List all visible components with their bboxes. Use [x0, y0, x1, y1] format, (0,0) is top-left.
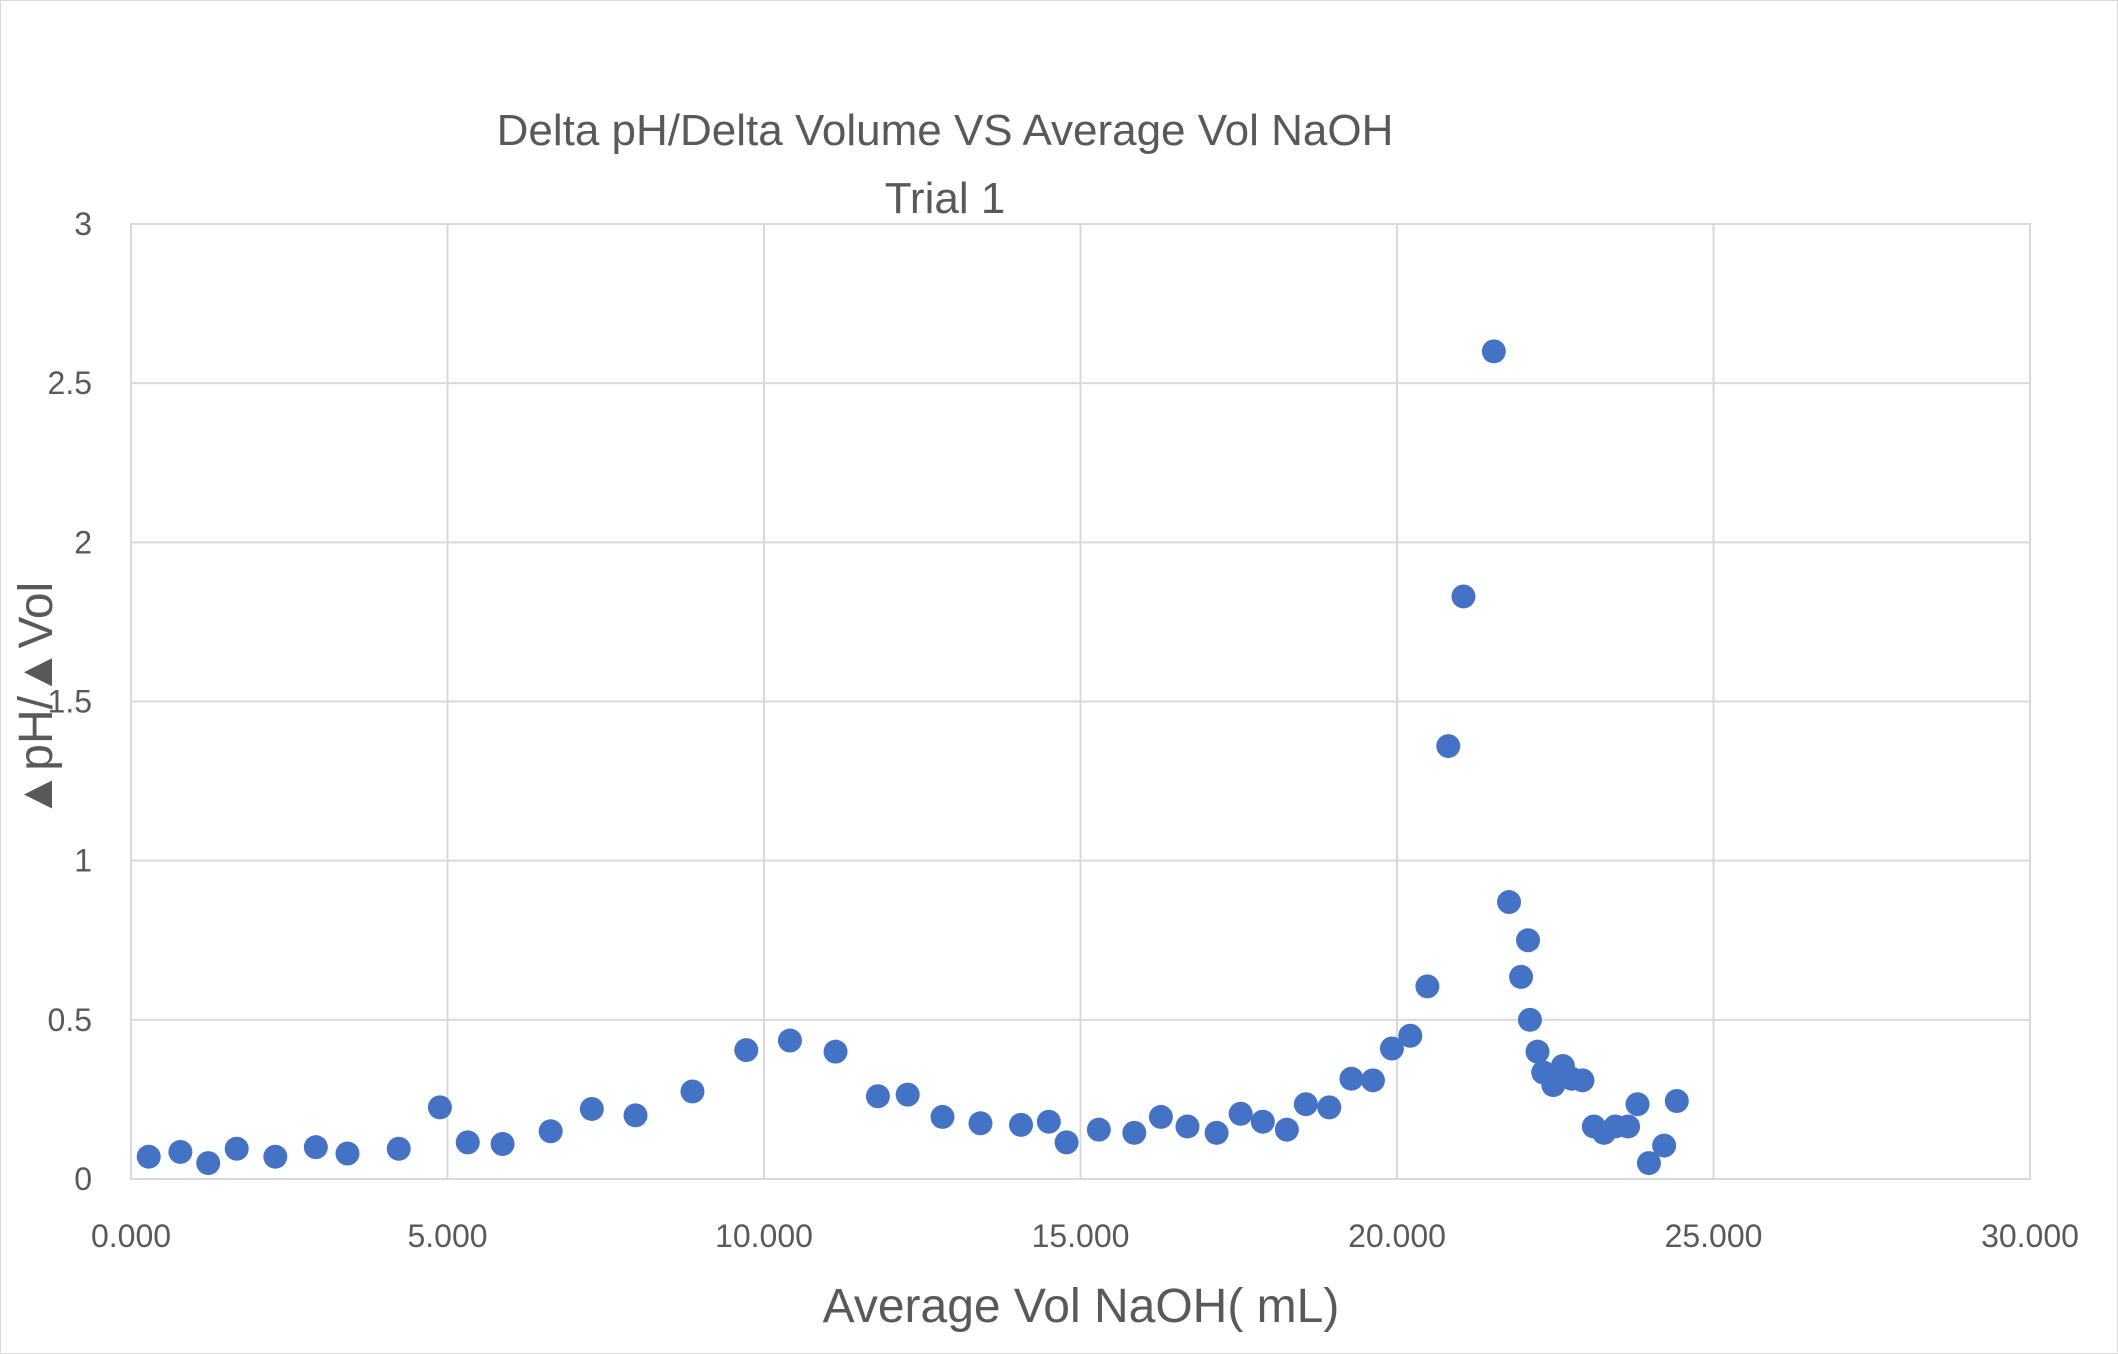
data-point: [427, 1095, 452, 1120]
y-tick-label: 0: [74, 1161, 92, 1197]
data-point: [168, 1139, 193, 1164]
data-point: [623, 1103, 648, 1128]
data-point: [303, 1135, 328, 1160]
data-point: [1036, 1109, 1061, 1134]
x-axis-label: Average Vol NaOH( mL): [823, 1280, 1340, 1333]
data-point: [1008, 1112, 1033, 1137]
data-point: [263, 1144, 288, 1169]
data-point: [1516, 928, 1541, 953]
data-point: [1517, 1007, 1542, 1032]
data-point: [538, 1119, 563, 1144]
data-point: [1054, 1130, 1079, 1155]
data-point: [224, 1136, 249, 1161]
data-point: [1274, 1117, 1299, 1142]
data-point: [1541, 1073, 1566, 1098]
x-axis-tick-labels: 0.000 5.000 10.000 15.000 20.000 25.000 30.000: [91, 1218, 2079, 1254]
chart-title: Delta pH/Delta Volume VS Average Vol NaO…: [497, 106, 1394, 155]
x-tick-label: 25.000: [1665, 1218, 1763, 1254]
data-point: [1204, 1120, 1229, 1145]
data-point: [1525, 1039, 1550, 1064]
data-point: [1228, 1101, 1253, 1126]
y-tick-label: 0.5: [48, 1002, 92, 1038]
data-point: [1398, 1023, 1423, 1048]
data-point: [490, 1131, 515, 1156]
data-point: [455, 1130, 480, 1155]
data-point: [1664, 1089, 1689, 1114]
gridlines: [130, 223, 2031, 1180]
data-point: [895, 1082, 920, 1107]
data-point: [1625, 1092, 1650, 1117]
data-point: [1636, 1151, 1661, 1176]
data-point: [1293, 1092, 1318, 1117]
x-tick-label: 5.000: [407, 1218, 487, 1254]
y-tick-label: 3: [74, 206, 92, 242]
data-point: [196, 1151, 221, 1176]
data-point: [1497, 890, 1522, 915]
chart-subtitle: Trial 1: [885, 174, 1006, 223]
data-point: [335, 1141, 360, 1166]
y-tick-label: 1: [74, 843, 92, 879]
data-point: [1652, 1133, 1677, 1158]
data-point: [1122, 1120, 1147, 1145]
data-point: [734, 1038, 759, 1063]
data-points: [136, 339, 1689, 1176]
data-point: [1086, 1117, 1111, 1142]
data-point: [865, 1084, 890, 1109]
data-point: [386, 1136, 411, 1161]
data-point: [680, 1079, 705, 1104]
data-point: [1481, 339, 1506, 364]
y-tick-label: 2: [74, 524, 92, 560]
y-tick-label: 2.5: [48, 365, 92, 401]
data-point: [777, 1028, 802, 1053]
data-point: [1148, 1104, 1173, 1129]
data-point: [1509, 964, 1534, 989]
data-point: [1317, 1095, 1342, 1120]
data-point: [1360, 1068, 1385, 1093]
data-point: [930, 1104, 955, 1129]
x-tick-label: 10.000: [715, 1218, 813, 1254]
data-point: [1616, 1114, 1641, 1139]
data-point: [1339, 1066, 1364, 1091]
y-tick-label: 1.5: [48, 684, 92, 720]
x-tick-label: 20.000: [1348, 1218, 1446, 1254]
data-point: [968, 1111, 993, 1136]
plot-area-border: [130, 223, 2031, 1180]
data-point: [1451, 584, 1476, 609]
data-point: [579, 1096, 604, 1121]
data-point: [823, 1039, 848, 1064]
data-point: [1415, 974, 1440, 999]
y-axis-label: ▲pH/▲Vol: [10, 582, 63, 818]
data-point: [1379, 1036, 1404, 1061]
x-tick-label: 15.000: [1032, 1218, 1130, 1254]
x-tick-label: 0.000: [91, 1218, 171, 1254]
data-point: [1436, 734, 1461, 759]
data-point: [1570, 1068, 1595, 1093]
x-tick-label: 30.000: [1981, 1218, 2079, 1254]
data-point: [136, 1144, 161, 1169]
y-axis-tick-labels: 0 0.5 1 1.5 2 2.5 3: [48, 206, 92, 1197]
data-point: [1250, 1109, 1275, 1134]
data-point: [1175, 1114, 1200, 1139]
